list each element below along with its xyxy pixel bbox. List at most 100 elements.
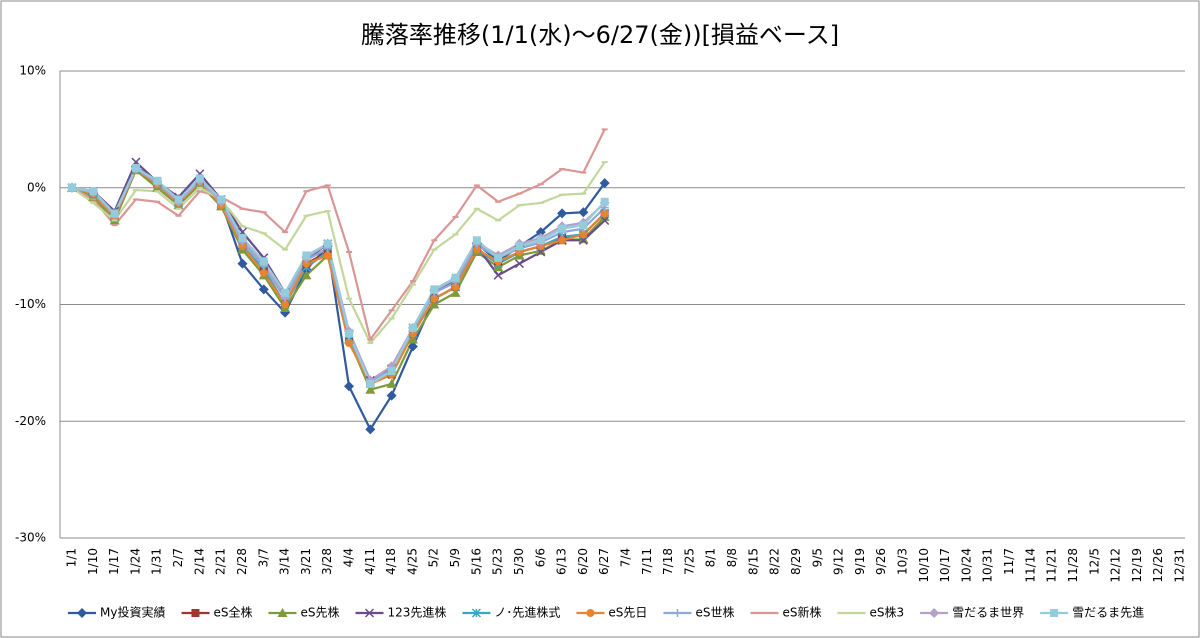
marker bbox=[579, 221, 588, 230]
marker bbox=[259, 268, 268, 277]
x-tick-label: 12/31 bbox=[1173, 548, 1187, 583]
x-tick-label: 3/21 bbox=[299, 548, 313, 575]
x-tick-label: 8/15 bbox=[746, 548, 760, 575]
legend-item: eS先株 bbox=[268, 605, 340, 620]
marker bbox=[600, 209, 609, 218]
marker bbox=[579, 230, 588, 239]
legend-item: 雪だるま先進 bbox=[1040, 606, 1144, 620]
x-tick-label: 2/14 bbox=[192, 548, 206, 575]
marker bbox=[557, 208, 568, 219]
marker bbox=[281, 300, 290, 309]
marker bbox=[345, 329, 353, 338]
marker bbox=[301, 270, 312, 280]
marker bbox=[365, 384, 376, 394]
marker bbox=[110, 209, 119, 218]
x-tick-label: 10/3 bbox=[896, 548, 910, 575]
marker bbox=[131, 163, 140, 172]
marker bbox=[259, 257, 268, 266]
marker bbox=[673, 609, 682, 617]
x-tick-label: 2/21 bbox=[214, 548, 228, 575]
y-tick-label: -20% bbox=[15, 414, 46, 428]
legend-item: eS先日 bbox=[576, 606, 647, 620]
legend-item: eS全株 bbox=[181, 605, 252, 620]
marker bbox=[217, 195, 226, 204]
x-tick-label: 9/12 bbox=[832, 548, 846, 575]
x-tick-label: 11/28 bbox=[1066, 548, 1080, 583]
x-tick-label: 12/5 bbox=[1087, 548, 1101, 575]
legend-label: 雪だるま先進 bbox=[1072, 606, 1144, 620]
x-tick-label: 6/13 bbox=[555, 548, 569, 575]
x-tick-label: 5/23 bbox=[491, 548, 505, 575]
marker bbox=[258, 284, 269, 295]
y-tick-label: 10% bbox=[19, 64, 46, 78]
x-tick-label: 3/28 bbox=[320, 548, 334, 575]
y-tick-label: -10% bbox=[15, 297, 46, 311]
marker bbox=[68, 183, 76, 192]
x-tick-label: 1/10 bbox=[86, 548, 100, 575]
marker bbox=[558, 236, 567, 245]
marker bbox=[364, 608, 375, 618]
legend-item: My投資実績 bbox=[68, 605, 165, 620]
x-tick-label: 4/11 bbox=[363, 548, 377, 575]
x-tick-label: 10/24 bbox=[959, 548, 973, 583]
marker bbox=[929, 608, 940, 618]
x-tick-label: 6/6 bbox=[533, 548, 547, 567]
marker bbox=[430, 294, 439, 303]
x-tick-label: 5/9 bbox=[448, 548, 462, 567]
marker bbox=[494, 253, 503, 262]
legend-label: My投資実績 bbox=[100, 605, 165, 620]
x-tick-label: 9/19 bbox=[853, 548, 867, 575]
x-tick-label: 1/17 bbox=[107, 548, 121, 575]
x-tick-label: 7/25 bbox=[682, 548, 696, 575]
legend-item: 雪だるま世界 bbox=[920, 606, 1024, 620]
x-tick-label: 2/28 bbox=[235, 548, 249, 575]
marker bbox=[578, 234, 589, 244]
marker bbox=[515, 242, 524, 251]
y-tick-label: -30% bbox=[15, 531, 46, 545]
x-tick-label: 5/30 bbox=[512, 548, 526, 575]
marker bbox=[1050, 609, 1059, 617]
marker bbox=[558, 224, 567, 233]
x-tick-label: 8/29 bbox=[789, 548, 803, 575]
marker bbox=[600, 197, 609, 206]
x-tick-label: 10/17 bbox=[938, 548, 952, 583]
legend-item: eS株3 bbox=[837, 605, 904, 620]
marker bbox=[471, 608, 481, 618]
x-tick-label: 7/4 bbox=[619, 548, 633, 567]
marker bbox=[450, 287, 461, 297]
marker bbox=[89, 187, 98, 196]
x-tick-label: 8/8 bbox=[725, 548, 739, 567]
x-tick-label: 9/26 bbox=[874, 548, 888, 575]
x-tick-label: 1/24 bbox=[128, 548, 142, 575]
legend-item: eS世株 bbox=[663, 605, 734, 620]
x-tick-label: 2/7 bbox=[171, 548, 185, 567]
marker bbox=[429, 299, 440, 309]
marker bbox=[77, 608, 87, 618]
chart-title: 騰落率推移(1/1(水)～6/27(金))[損益ベース] bbox=[361, 21, 839, 49]
x-tick-label: 6/27 bbox=[597, 548, 611, 575]
marker bbox=[451, 282, 460, 291]
marker bbox=[277, 608, 288, 617]
x-tick-label: 3/14 bbox=[278, 548, 292, 575]
x-tick-label: 9/5 bbox=[810, 548, 824, 567]
marker bbox=[366, 379, 375, 388]
marker bbox=[323, 251, 332, 260]
legend-label: eS先株 bbox=[300, 605, 339, 620]
legend-label: eS全株 bbox=[213, 605, 252, 620]
x-tick-label: 7/11 bbox=[640, 548, 654, 575]
x-tick-label: 12/12 bbox=[1109, 548, 1123, 583]
marker bbox=[472, 245, 481, 254]
x-tick-label: 3/7 bbox=[256, 548, 270, 567]
y-tick-label: 0% bbox=[27, 180, 46, 194]
marker bbox=[365, 424, 376, 435]
marker bbox=[191, 609, 200, 617]
marker bbox=[535, 227, 546, 238]
marker bbox=[586, 609, 595, 617]
legend-label: 123先進株 bbox=[388, 605, 447, 620]
marker bbox=[600, 215, 610, 225]
x-tick-label: 1/1 bbox=[65, 548, 79, 567]
marker bbox=[536, 236, 545, 245]
marker bbox=[493, 270, 503, 280]
